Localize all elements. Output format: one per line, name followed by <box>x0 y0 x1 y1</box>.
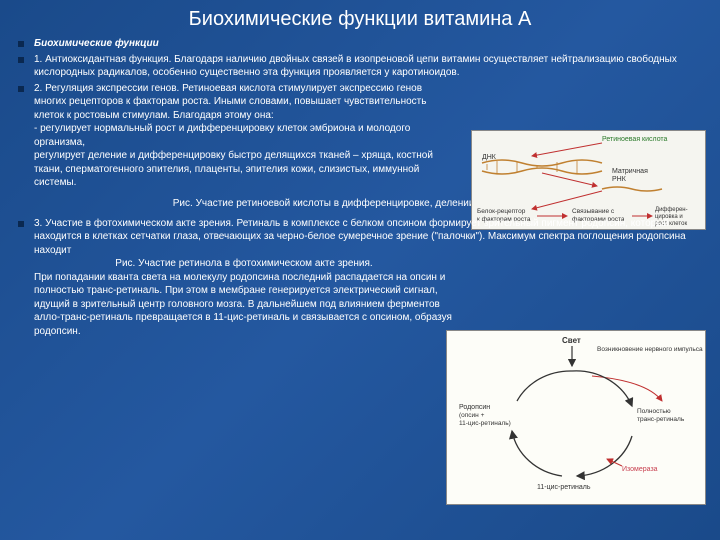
d1-label-retinoic: Ретиноевая кислота <box>602 136 668 143</box>
d2-trans2: транс-ретиналь <box>637 416 685 423</box>
d1-bind-label: Связывание с <box>572 208 615 215</box>
bullet-4b: Рис. Участие ретинола в фотохимическом а… <box>34 257 454 271</box>
d2-cis: 11-цис-ретиналь <box>537 484 591 491</box>
d1-arrow3 <box>532 191 602 209</box>
bullet-4c: При попадании кванта света на молекулу р… <box>34 271 454 339</box>
bullet-icon <box>18 41 24 47</box>
bullet-3b: - регулирует нормальный рост и дифференц… <box>34 123 410 148</box>
bullet-2-text: 1. Антиоксидантная функция. Благодаря на… <box>34 53 702 80</box>
d1-mrna-label2: РНК <box>612 176 627 183</box>
d2-trans1: Полностью <box>637 408 671 415</box>
d2-impulse-label: Возникновение нервного импульса <box>597 346 703 353</box>
bullet-3c: регулирует деление и дифференцировку быс… <box>34 150 433 188</box>
bullet-4a: 3. Участие в фотохимическом акте зрения.… <box>34 218 686 256</box>
d1-arrow2 <box>542 173 597 186</box>
slide-title: Биохимические функции витамина А <box>0 0 720 37</box>
d2-isomerase: Изомераза <box>622 466 658 473</box>
bullet-3a: 2. Регуляция экспрессии генов. Ретиноева… <box>34 83 426 121</box>
d1-mrna-label: Матричная <box>612 168 648 175</box>
diagram2-svg: Свет Возникновение нервного импульса Род… <box>447 331 707 506</box>
d1-mrna <box>602 187 662 191</box>
d2-rhodopsin1: Родопсин <box>459 404 490 411</box>
content-area-lower: 3. Участие в фотохимическом акте зрения.… <box>0 217 720 339</box>
diagram-vision-cycle: Свет Возникновение нервного импульса Род… <box>446 330 706 505</box>
diagram-gene-expression: Ретиноевая кислота ДНК Матричная РНК Бел… <box>471 130 706 230</box>
bullet-1-text: Биохимические функции <box>34 37 702 51</box>
bullet-2: 1. Антиоксидантная функция. Благодаря на… <box>18 53 702 80</box>
bullet-1: Биохимические функции <box>18 37 702 51</box>
bullet-icon <box>18 86 24 92</box>
d2-rhodopsin3: 11-цис-ретиналь) <box>459 420 511 427</box>
bullet-icon <box>18 57 24 63</box>
d2-arc3 <box>512 431 562 476</box>
d2-arc1 <box>517 371 572 401</box>
bullet-icon <box>18 221 24 227</box>
d1-diff-label: Дифферен- <box>655 207 688 213</box>
d1-dna <box>482 160 602 174</box>
d1-protein-label: Белок-рецептор <box>477 208 526 215</box>
d2-rhodopsin2: (опсин + <box>459 412 485 419</box>
bullet-4-text: 3. Участие в фотохимическом акте зрения.… <box>34 217 702 339</box>
d2-iso-arrow <box>607 459 622 466</box>
bullet-3-text: 2. Регуляция экспрессии генов. Ретиноева… <box>34 82 454 190</box>
d2-arc1b <box>572 371 632 406</box>
d1-arrow1 <box>532 143 602 156</box>
d2-light-label: Свет <box>562 336 581 345</box>
bullet-4: 3. Участие в фотохимическом акте зрения.… <box>18 217 702 339</box>
